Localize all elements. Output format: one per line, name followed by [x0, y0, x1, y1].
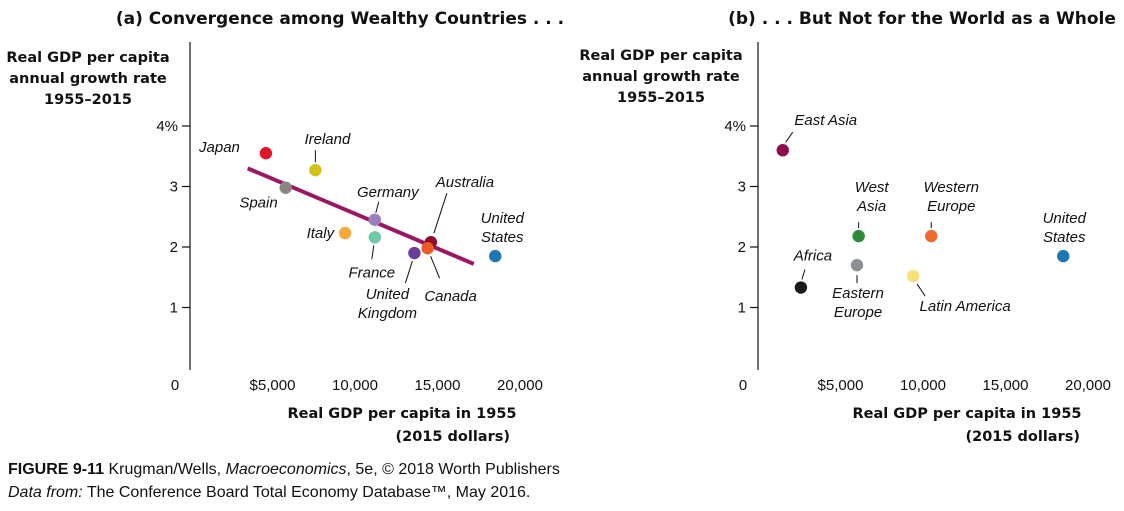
panel-b-ylabel-line1: Real GDP per capita [579, 48, 742, 64]
panel-a-ylabel-line3: 1955–2015 [44, 92, 132, 108]
panel-b-chart: (b) . . . But Not for the World as a Who… [579, 9, 1116, 445]
panel-a-xtick-label: 10,000 [332, 377, 378, 394]
panel-b-label-west-asia: West [855, 179, 890, 196]
panel-a-label-germany: Germany [357, 184, 420, 201]
panel-a-label-united-states: States [481, 229, 524, 246]
panel-a-point-united-kingdom [408, 247, 420, 259]
panel-b-xlabel-line2: (2015 dollars) [965, 429, 1080, 445]
panel-b-ylabel-line2: annual growth rate [582, 69, 740, 85]
panel-a-label-united-kingdom: United [366, 286, 410, 303]
panel-a-ytick-label: 2 [170, 239, 178, 256]
panel-a-label-united-kingdom: Kingdom [358, 305, 417, 322]
panel-b-point-united-states [1057, 250, 1069, 262]
figure: (a) Convergence among Wealthy Countries … [0, 0, 1124, 460]
panel-a-leader-australia [434, 193, 447, 233]
panel-b-ylabel-line3: 1955–2015 [617, 90, 705, 106]
panel-a-label-spain: Spain [239, 195, 277, 212]
panel-a-point-germany [369, 214, 381, 226]
panel-b-point-west-asia [852, 230, 864, 242]
panel-a-point-spain [280, 182, 292, 194]
panel-b-label-united-states: States [1043, 229, 1086, 246]
panel-b-leader-africa [802, 270, 805, 280]
panel-a-xtick-label: 15,000 [415, 377, 461, 394]
panel-a-label-italy: Italy [307, 225, 336, 242]
panel-a-point-france [369, 231, 381, 243]
panel-a-title: (a) Convergence among Wealthy Countries … [116, 9, 564, 29]
panel-b-xtick-label: 10,000 [900, 377, 946, 394]
panel-a-xtick-label: 0 [171, 377, 179, 394]
figure-caption-line1: FIGURE 9-11 Krugman/Wells, Macroeconomic… [8, 461, 560, 479]
panel-a-xlabel-line1: Real GDP per capita in 1955 [287, 406, 516, 422]
panel-b-label-western-europe: Europe [927, 198, 975, 215]
panel-b-label-united-states: United [1043, 210, 1087, 227]
panel-b-xlabel-line1: Real GDP per capita in 1955 [852, 406, 1081, 422]
panel-a-point-japan [260, 147, 272, 159]
caption-publisher: , 5e, © 2018 Worth Publishers [347, 461, 560, 478]
panel-b-label-latin-america: Latin America [920, 298, 1011, 315]
panel-b-label-eastern-europe: Eastern [832, 285, 884, 302]
panel-a-label-ireland: Ireland [304, 131, 351, 148]
panel-b-label-eastern-europe: Europe [834, 304, 882, 321]
panel-b-xtick-label: $5,000 [818, 377, 864, 394]
panel-b-point-latin-america [907, 270, 919, 282]
panel-a-point-ireland [309, 164, 321, 176]
caption-authors: Krugman/Wells, [104, 461, 226, 478]
panel-b-point-eastern-europe [851, 259, 863, 271]
panel-a-xtick-label: 20,000 [497, 377, 543, 394]
panel-b-point-africa [795, 281, 807, 293]
panel-b-ytick-label: 1 [738, 300, 746, 317]
panel-b-label-west-asia: Asia [856, 198, 886, 215]
panel-a-ylabel-line2: annual growth rate [9, 71, 167, 87]
panel-a-label-japan: Japan [198, 139, 240, 156]
panel-b-point-western-europe [925, 230, 937, 242]
panel-a-ytick-label: 4% [156, 118, 178, 135]
panel-a-label-australia: Australia [435, 174, 494, 191]
panel-a-label-united-states: United [481, 210, 525, 227]
panel-b-xtick-label: 20,000 [1065, 377, 1111, 394]
caption-book-title: Macroeconomics [226, 461, 347, 478]
panel-b-leader-east-asia [786, 132, 793, 142]
panel-a-leader-canada [431, 256, 440, 278]
panel-b-xtick-label: 0 [739, 377, 747, 394]
panel-a-point-canada [421, 242, 433, 254]
panel-a-point-italy [339, 227, 351, 239]
caption-source: The Conference Board Total Economy Datab… [83, 484, 531, 501]
panel-b-label-western-europe: Western [923, 179, 979, 196]
panel-a-label-canada: Canada [424, 288, 477, 305]
panel-b-title: (b) . . . But Not for the World as a Who… [728, 9, 1116, 29]
panel-b-label-east-asia: East Asia [794, 112, 857, 129]
panel-b-point-east-asia [777, 144, 789, 156]
panel-a-leader-germany [376, 202, 379, 213]
panel-a-ytick-label: 3 [170, 179, 178, 196]
panel-a-leader-united-kingdom [405, 261, 412, 283]
figure-caption-line2: Data from: The Conference Board Total Ec… [8, 484, 530, 502]
panel-b-ytick-label: 2 [738, 239, 746, 256]
caption-source-label: Data from: [8, 484, 83, 501]
panel-a-xlabel-line2: (2015 dollars) [395, 429, 510, 445]
panel-b-label-africa: Africa [793, 248, 832, 265]
panel-a-chart: (a) Convergence among Wealthy Countries … [6, 9, 564, 445]
figure-label: FIGURE 9-11 [8, 461, 104, 478]
panel-a-leader-france [372, 245, 374, 259]
panel-a-ytick-label: 1 [170, 300, 178, 317]
panel-a-ylabel-line1: Real GDP per capita [6, 50, 169, 66]
panel-a-xtick-label: $5,000 [250, 377, 296, 394]
panel-b-leader-latin-america [917, 284, 925, 296]
panel-b-xtick-label: 15,000 [983, 377, 1029, 394]
panel-b-ytick-label: 3 [738, 179, 746, 196]
panel-a-label-france: France [348, 264, 395, 281]
panel-a-point-united-states [489, 250, 501, 262]
panel-b-ytick-label: 4% [724, 118, 746, 135]
